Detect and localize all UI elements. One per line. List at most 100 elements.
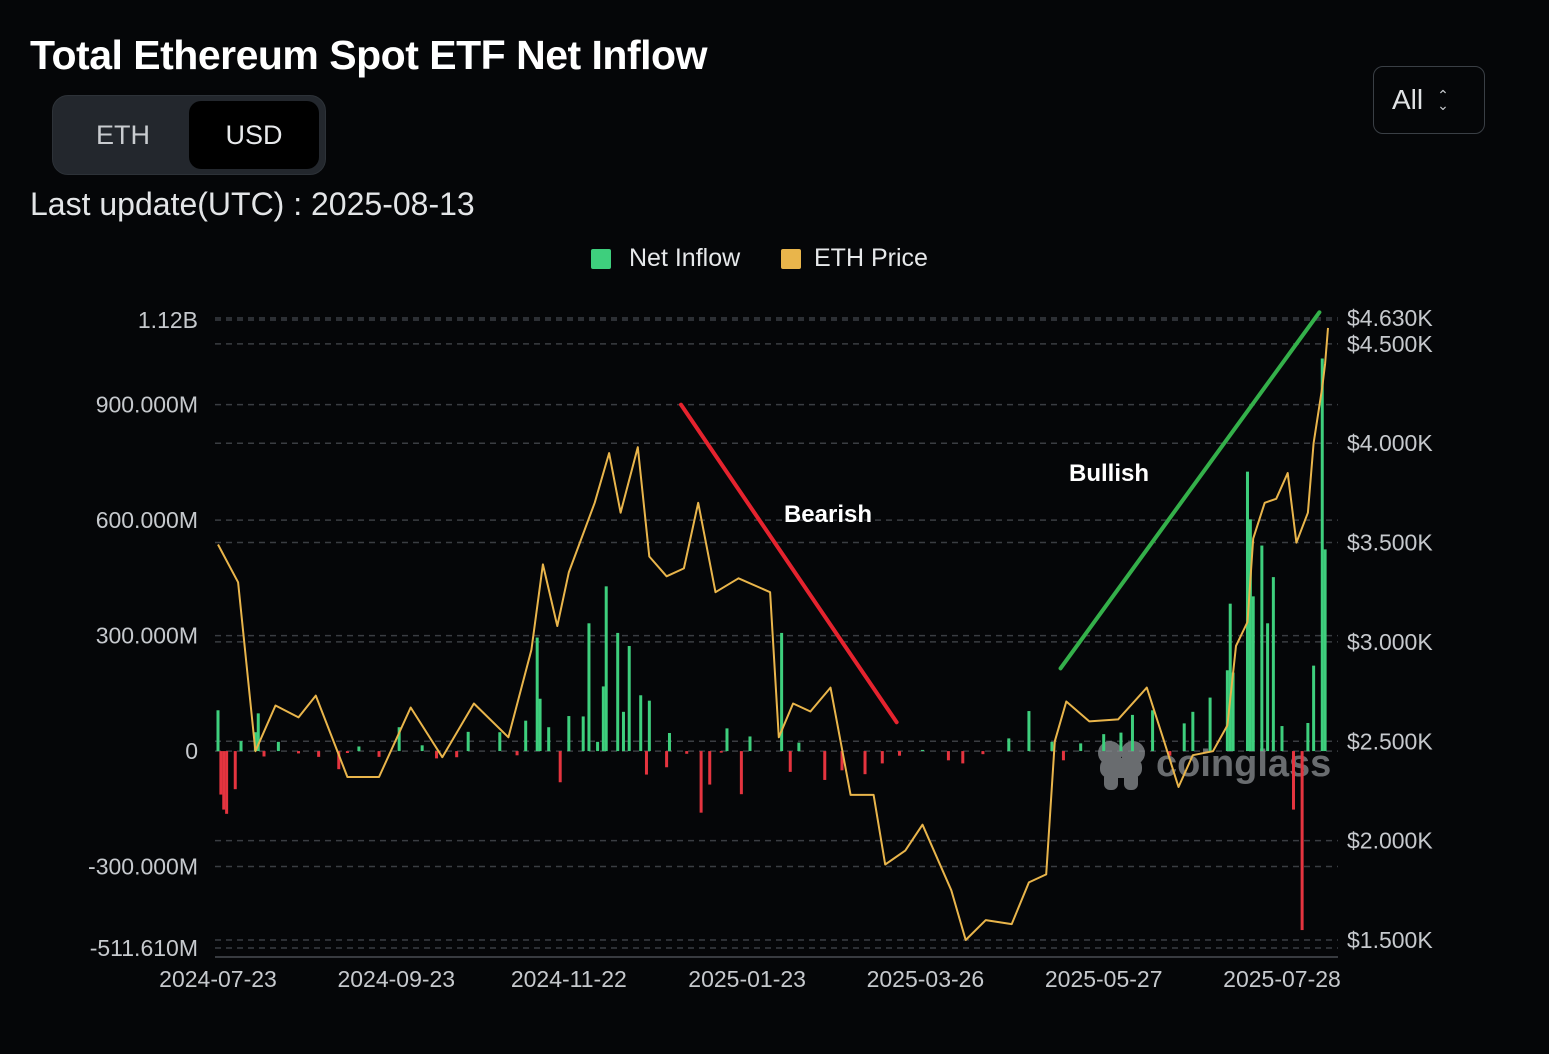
y-left-tick-label: 600.000M: [96, 507, 198, 533]
net-inflow-bar-positive: [604, 586, 608, 752]
net-inflow-bar-positive: [1182, 723, 1186, 752]
net-inflow-bar-negative: [1168, 751, 1172, 756]
net-inflow-bar-negative: [377, 751, 381, 757]
y-left-tick-label: 300.000M: [96, 623, 198, 649]
net-inflow-bar-negative: [863, 751, 867, 775]
x-tick-label: 2025-05-27: [1045, 966, 1163, 992]
legend-label-eth-price[interactable]: ETH Price: [814, 244, 928, 272]
net-inflow-bar-positive: [639, 695, 643, 752]
net-inflow-bar-positive: [1260, 545, 1264, 752]
bullish-trend-line: [1058, 310, 1322, 671]
net-inflow-bar-positive: [1320, 358, 1324, 752]
net-inflow-bar-negative: [840, 751, 844, 771]
eth-price-line: [217, 327, 1329, 941]
net-inflow-bar-positive: [1323, 549, 1327, 752]
net-inflow-bar-negative: [435, 751, 439, 759]
net-inflow-bar-negative: [1061, 751, 1065, 761]
usd-toggle-button[interactable]: USD: [189, 101, 319, 169]
net-inflow-bar-positive: [276, 741, 280, 752]
x-tick-label: 2025-01-23: [688, 966, 806, 992]
net-inflow-bar-negative: [345, 751, 349, 754]
net-inflow-bar-positive: [1130, 714, 1134, 752]
last-update-text: Last update(UTC) : 2025-08-13: [30, 186, 475, 222]
unit-toggle: ETH USD: [52, 95, 326, 175]
net-inflow-bar-negative: [1300, 751, 1304, 931]
y-right-tick-label: $4.500K: [1347, 331, 1433, 357]
left-y-axis: 1.12B 900.000M 600.000M 300.000M 0 -300.000M -…: [88, 307, 198, 961]
net-inflow-bar-negative: [699, 751, 703, 813]
net-inflow-bar-positive: [1280, 726, 1284, 752]
net-inflow-bar-positive: [1102, 734, 1106, 752]
net-inflow-bar-positive: [1266, 623, 1270, 752]
x-tick-label: 2024-07-23: [159, 966, 277, 992]
net-inflow-bar-positive: [1312, 665, 1316, 752]
net-inflow-bar-positive: [1119, 732, 1123, 752]
time-range-value: All: [1392, 84, 1424, 115]
net-inflow-bar-positive: [1050, 741, 1054, 752]
bullish-label: Bullish: [1069, 460, 1149, 487]
net-inflow-bar-negative: [222, 751, 226, 810]
net-inflow-bar-positive: [538, 698, 542, 752]
y-right-tick-label: $4.000K: [1347, 430, 1433, 456]
legend-label-net-inflow[interactable]: Net Inflow: [629, 244, 741, 272]
y-left-tick-label: 0: [185, 738, 198, 764]
net-inflow-bar-positive: [1231, 672, 1235, 752]
net-inflow-bar-positive: [797, 742, 801, 752]
net-inflow-bar-positive: [627, 646, 631, 752]
net-inflow-bar-negative: [558, 751, 562, 783]
x-tick-label: 2024-09-23: [337, 966, 455, 992]
net-inflow-bar-positive: [1151, 710, 1155, 752]
y-left-tick-label: -300.000M: [88, 854, 198, 880]
x-tick-label: 2025-03-26: [867, 966, 985, 992]
net-inflow-bar-positive: [567, 716, 571, 752]
net-inflow-bar-negative: [297, 751, 301, 754]
net-inflow-bar-positive: [1007, 738, 1011, 752]
y-right-tick-label: $3.500K: [1347, 530, 1433, 556]
net-inflow-bar-positive: [357, 746, 361, 752]
net-inflow-bar-negative: [233, 751, 237, 790]
net-inflow-bar-positive: [1271, 577, 1275, 752]
net-inflow-bar-negative: [823, 751, 827, 780]
net-inflow-bar-positive: [647, 700, 651, 752]
net-inflow-bar-negative: [644, 751, 648, 775]
net-inflow-bar-positive: [601, 686, 605, 752]
y-right-tick-label: $2.500K: [1347, 728, 1433, 754]
net-inflow-bar-negative: [685, 751, 689, 754]
net-inflow-bar-positive: [397, 727, 401, 752]
time-range-select[interactable]: All ⌃ ⌄: [1373, 66, 1485, 134]
y-right-tick-label: $3.000K: [1347, 629, 1433, 655]
net-inflow-bar-negative: [665, 751, 669, 768]
net-inflow-bar-positive: [466, 731, 470, 752]
net-inflow-bar-positive: [1248, 519, 1252, 752]
net-inflow-bar-positive: [1191, 711, 1195, 752]
x-tick-label: 2024-11-22: [511, 966, 627, 992]
net-inflow-bar-negative: [219, 751, 223, 795]
net-inflow-bar-positive: [725, 728, 729, 752]
net-inflow-bar-positive: [596, 741, 600, 752]
net-inflow-bar-negative: [262, 751, 266, 757]
net-inflow-bar-positive: [524, 720, 528, 752]
net-inflow-bar-positive: [1225, 670, 1229, 752]
net-inflow-bar-positive: [587, 623, 591, 752]
x-tick-label: 2025-07-28: [1223, 966, 1341, 992]
net-inflow-bar-negative: [225, 751, 229, 814]
net-inflow-bar-negative: [708, 751, 712, 785]
eth-price-line-group: [217, 327, 1329, 941]
net-inflow-bar-negative: [515, 751, 519, 756]
net-inflow-bar-positive: [1079, 743, 1083, 752]
net-inflow-bar-positive: [1228, 603, 1232, 752]
net-inflow-bar-positive: [420, 745, 424, 752]
y-right-tick-label: $4.630K: [1347, 305, 1433, 331]
net-inflow-bar-positive: [748, 736, 752, 752]
net-inflow-bar-positive: [239, 741, 243, 752]
chart-legend: Net Inflow ETH Price: [591, 244, 928, 272]
net-inflow-bar-positive: [1251, 596, 1255, 752]
net-inflow-bar-positive: [535, 637, 539, 752]
eth-toggle-button[interactable]: ETH: [96, 119, 150, 150]
net-inflow-bar-negative: [961, 751, 965, 764]
trend-annotations: Bearish Bullish: [678, 310, 1322, 725]
net-inflow-bar-negative: [337, 751, 341, 770]
bearish-label: Bearish: [784, 501, 872, 528]
y-right-tick-label: $1.500K: [1347, 927, 1433, 953]
